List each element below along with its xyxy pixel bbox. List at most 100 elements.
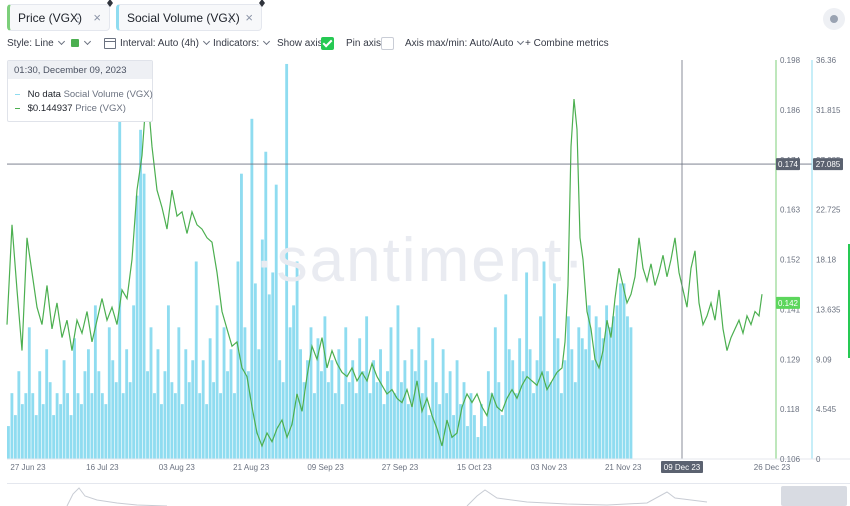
social-volume-bar [420, 393, 424, 459]
social-volume-bar [361, 371, 365, 459]
chevron-down-icon [57, 37, 65, 46]
social-volume-bar [427, 415, 431, 459]
social-volume-bar [222, 327, 226, 459]
social-volume-bar [104, 404, 108, 459]
social-volume-bar [584, 349, 588, 459]
social-volume-bar [132, 305, 136, 459]
social-volume-bar [539, 316, 542, 459]
line-color-swatch[interactable] [71, 39, 79, 47]
calendar-icon [104, 38, 116, 49]
social-volume-bar [556, 338, 560, 459]
close-icon[interactable]: × [93, 10, 101, 25]
social-volume-bar [97, 371, 101, 459]
social-volume-bar [90, 393, 94, 459]
x-crosshair-badge: 09 Dec 23 [664, 463, 701, 472]
social-volume-bar [455, 360, 459, 459]
x-axis-tick-label: 21 Nov 23 [605, 463, 642, 472]
color-dropdown[interactable] [80, 37, 92, 49]
social-volume-bar [100, 393, 104, 459]
social-volume-bar [413, 371, 417, 459]
social-volume-bar [76, 393, 80, 459]
social-volume-bar [215, 305, 219, 459]
pin-axis-label: Pin axis [346, 38, 382, 49]
social-volume-bar [240, 173, 243, 459]
indicators-dropdown[interactable]: Indicators: [213, 37, 271, 49]
social-volume-bar [198, 393, 202, 459]
axis-maxmin-dropdown[interactable]: Axis max/min: Auto/Auto [405, 37, 525, 49]
social-volume-bar [111, 360, 115, 459]
social-volume-bar [330, 360, 334, 459]
social-axis-tick-label: 0 [816, 455, 821, 464]
social-volume-bar [41, 404, 45, 459]
social-volume-bar [278, 360, 282, 459]
social-volume-bar [347, 382, 351, 459]
social-volume-bar [528, 349, 532, 459]
chevron-down-icon [202, 37, 210, 46]
social-volume-bar [612, 316, 615, 459]
price-axis-tick-label: 0.198 [780, 56, 801, 65]
social-volume-bar [497, 382, 501, 459]
social-volume-bar [48, 382, 52, 459]
price-axis-tick-label: 0.118 [780, 405, 800, 414]
x-axis-tick-label: 26 Dec 23 [754, 463, 791, 472]
social-volume-bar [316, 338, 320, 459]
social-volume-bar [577, 327, 581, 459]
social-volume-bar [608, 327, 612, 459]
social-volume-bar [354, 393, 358, 459]
social-volume-bar [135, 195, 139, 459]
kebab-menu-icon[interactable]: ⋮ [224, 11, 236, 25]
social-volume-bar [507, 349, 511, 459]
x-axis-tick-label: 21 Aug 23 [233, 463, 270, 472]
social-volume-bar [7, 426, 10, 459]
social-volume-bar [570, 349, 574, 459]
tab-label: Price (VGX) [18, 10, 83, 25]
tooltip-social-metric: Social Volume (VGX) [63, 89, 153, 100]
social-volume-bar [476, 437, 480, 459]
social-volume-bar [320, 371, 323, 459]
price-axis-tick-label: 0.152 [780, 256, 801, 265]
social-volume-bar [173, 393, 177, 459]
social-volume-bar [17, 371, 21, 459]
social-axis-tick-label: 13.635 [816, 305, 841, 314]
interval-dropdown[interactable]: Interval: Auto (4h) [120, 37, 210, 49]
settings-button[interactable] [823, 8, 845, 30]
navigator-range-handle[interactable] [781, 486, 847, 506]
tab-price-vgx[interactable]: Price (VGX) ⋮ × [7, 0, 113, 31]
chevron-down-icon [83, 37, 92, 46]
social-volume-bar [66, 393, 69, 459]
navigator-preview [66, 487, 708, 506]
social-volume-bar [598, 327, 602, 459]
tooltip-row-social: No data Social Volume (VGX) [15, 89, 153, 100]
range-navigator[interactable] [7, 483, 850, 506]
social-volume-bar [306, 360, 309, 459]
social-volume-bar [490, 393, 494, 459]
chart-toolbar: Style: Line Interval: Auto (4h) Indicato… [0, 34, 850, 54]
close-icon[interactable]: × [245, 10, 253, 25]
combine-metrics-button[interactable]: + Combine metrics [525, 38, 609, 49]
social-volume-bar [629, 327, 633, 459]
social-volume-bar [170, 382, 174, 459]
tooltip-social-value: No data [27, 89, 61, 100]
social-volume-bar [128, 382, 132, 459]
social-volume-bar [389, 327, 393, 459]
social-volume-bar [83, 371, 87, 459]
social-crosshair-badge: 27.085 [816, 160, 841, 169]
tab-social-volume-vgx[interactable]: Social Volume (VGX) ⋮ × [116, 0, 265, 31]
social-volume-bar [160, 404, 163, 459]
social-volume-bar [351, 360, 355, 459]
social-volume-bar [229, 349, 233, 459]
kebab-menu-icon[interactable]: ⋮ [72, 11, 84, 25]
x-axis-tick-label: 27 Jun 23 [10, 463, 46, 472]
metric-tab-bar: Price (VGX) ⋮ × Social Volume (VGX) ⋮ × [0, 0, 850, 34]
chart-area[interactable]: ·santiment· 0.1980.1860.1740.1630.1520.1… [0, 54, 850, 483]
social-volume-bar [580, 338, 584, 459]
pin-axis-checkbox[interactable] [381, 37, 394, 50]
social-volume-bar [194, 261, 198, 459]
social-volume-bar [285, 63, 289, 459]
chart-axes: 0.198 0.186 0.174 0.163 0.152 0.141 0.129 0.118… [7, 56, 850, 473]
show-axis-checkbox[interactable] [321, 37, 334, 50]
style-dropdown[interactable]: Style: Line [7, 37, 65, 49]
social-volume-bar [59, 404, 63, 459]
social-volume-bar [473, 415, 476, 459]
social-axis-tick-label: 9.09 [816, 355, 832, 364]
